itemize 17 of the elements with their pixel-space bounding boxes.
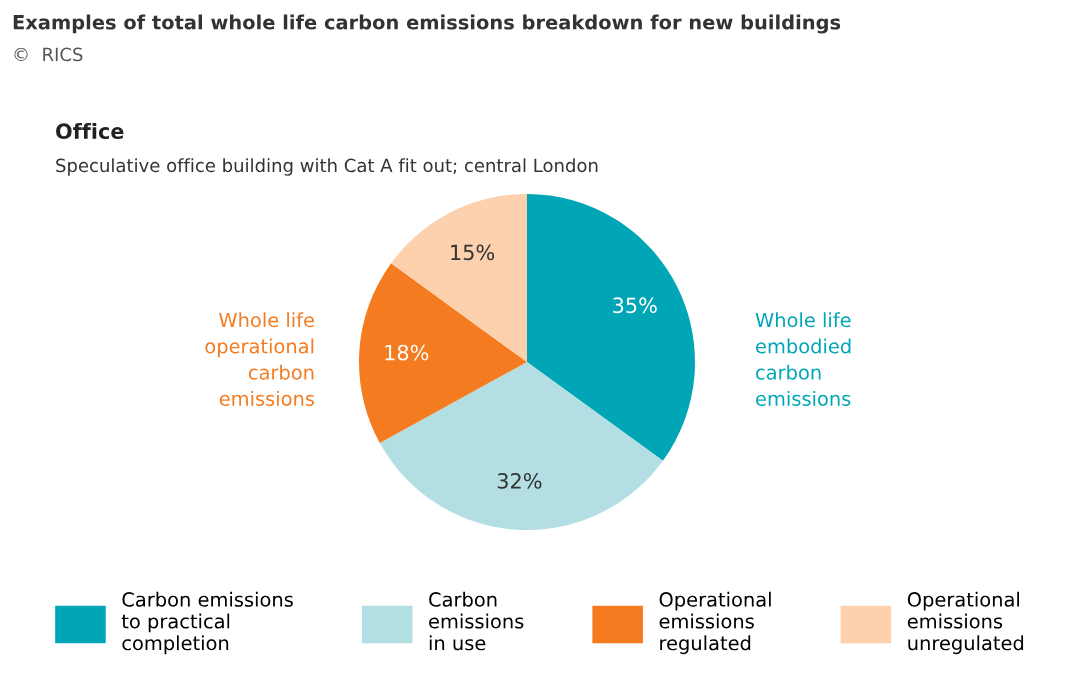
pie-slice (379, 362, 663, 530)
text: Whole life operational carbon emissions (205, 312, 315, 406)
chart-subtitle: © RICS (14, 47, 83, 62)
pie-slice (527, 194, 695, 461)
pie-slice (359, 263, 527, 443)
text: Whole life embodied carbon emissions (755, 312, 851, 406)
data-label: 18% (385, 344, 429, 361)
legend-label: Operational emissions regulated (659, 591, 771, 655)
legend-label: Operational emissions unregulated (907, 591, 1024, 655)
legend-label: Carbon emissions to practical completion (121, 591, 293, 655)
data-label: 32% (497, 473, 542, 489)
chart-title: Examples of total whole life carbon emissions breakdown for new buildings (13, 14, 841, 34)
data-label: 35% (613, 297, 657, 314)
text: Office (56, 122, 124, 140)
text: Speculative office building with Cat A fit out; central London (56, 158, 598, 176)
data-label: 15% (451, 244, 495, 261)
legend-label: Carbon emissions in use (429, 591, 524, 651)
